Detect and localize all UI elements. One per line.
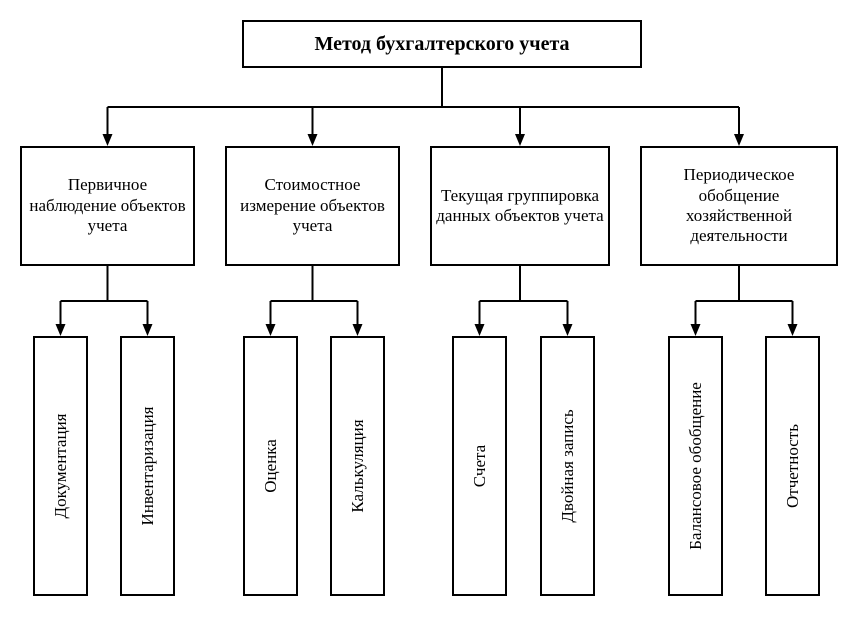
leaf-box: Балансовое обобщение	[668, 336, 723, 596]
leaf-box: Счета	[452, 336, 507, 596]
leaf-label: Документация	[51, 414, 71, 519]
group-label: Периодическое обобщение хозяйственной де…	[646, 165, 832, 247]
group-box-2: Стоимостное измерение объектов учета	[225, 146, 400, 266]
leaf-box: Инвентаризация	[120, 336, 175, 596]
root-box: Метод бухгалтерского учета	[242, 20, 642, 68]
leaf-box: Отчетность	[765, 336, 820, 596]
leaf-label: Оценка	[261, 439, 281, 493]
leaf-box: Документация	[33, 336, 88, 596]
group-label: Стоимостное измерение объектов учета	[231, 175, 394, 236]
leaf-label: Балансовое обобщение	[686, 382, 706, 550]
leaf-label: Калькуляция	[348, 419, 368, 512]
group-box-1: Первичное наблюдение объектов учета	[20, 146, 195, 266]
leaf-box: Двойная запись	[540, 336, 595, 596]
group-label: Первичное наблюдение объектов учета	[26, 175, 189, 236]
leaf-box: Калькуляция	[330, 336, 385, 596]
root-label: Метод бухгалтерского учета	[314, 32, 569, 56]
leaf-label: Инвентаризация	[138, 407, 158, 526]
group-box-3: Текущая группировка данных объектов учет…	[430, 146, 610, 266]
group-label: Текущая группировка данных объектов учет…	[436, 186, 604, 227]
leaf-label: Отчетность	[783, 424, 803, 508]
leaf-box: Оценка	[243, 336, 298, 596]
diagram-canvas: Метод бухгалтерского учета Первичное наб…	[0, 0, 859, 633]
leaf-label: Счета	[470, 445, 490, 487]
leaf-label: Двойная запись	[558, 409, 578, 522]
group-box-4: Периодическое обобщение хозяйственной де…	[640, 146, 838, 266]
